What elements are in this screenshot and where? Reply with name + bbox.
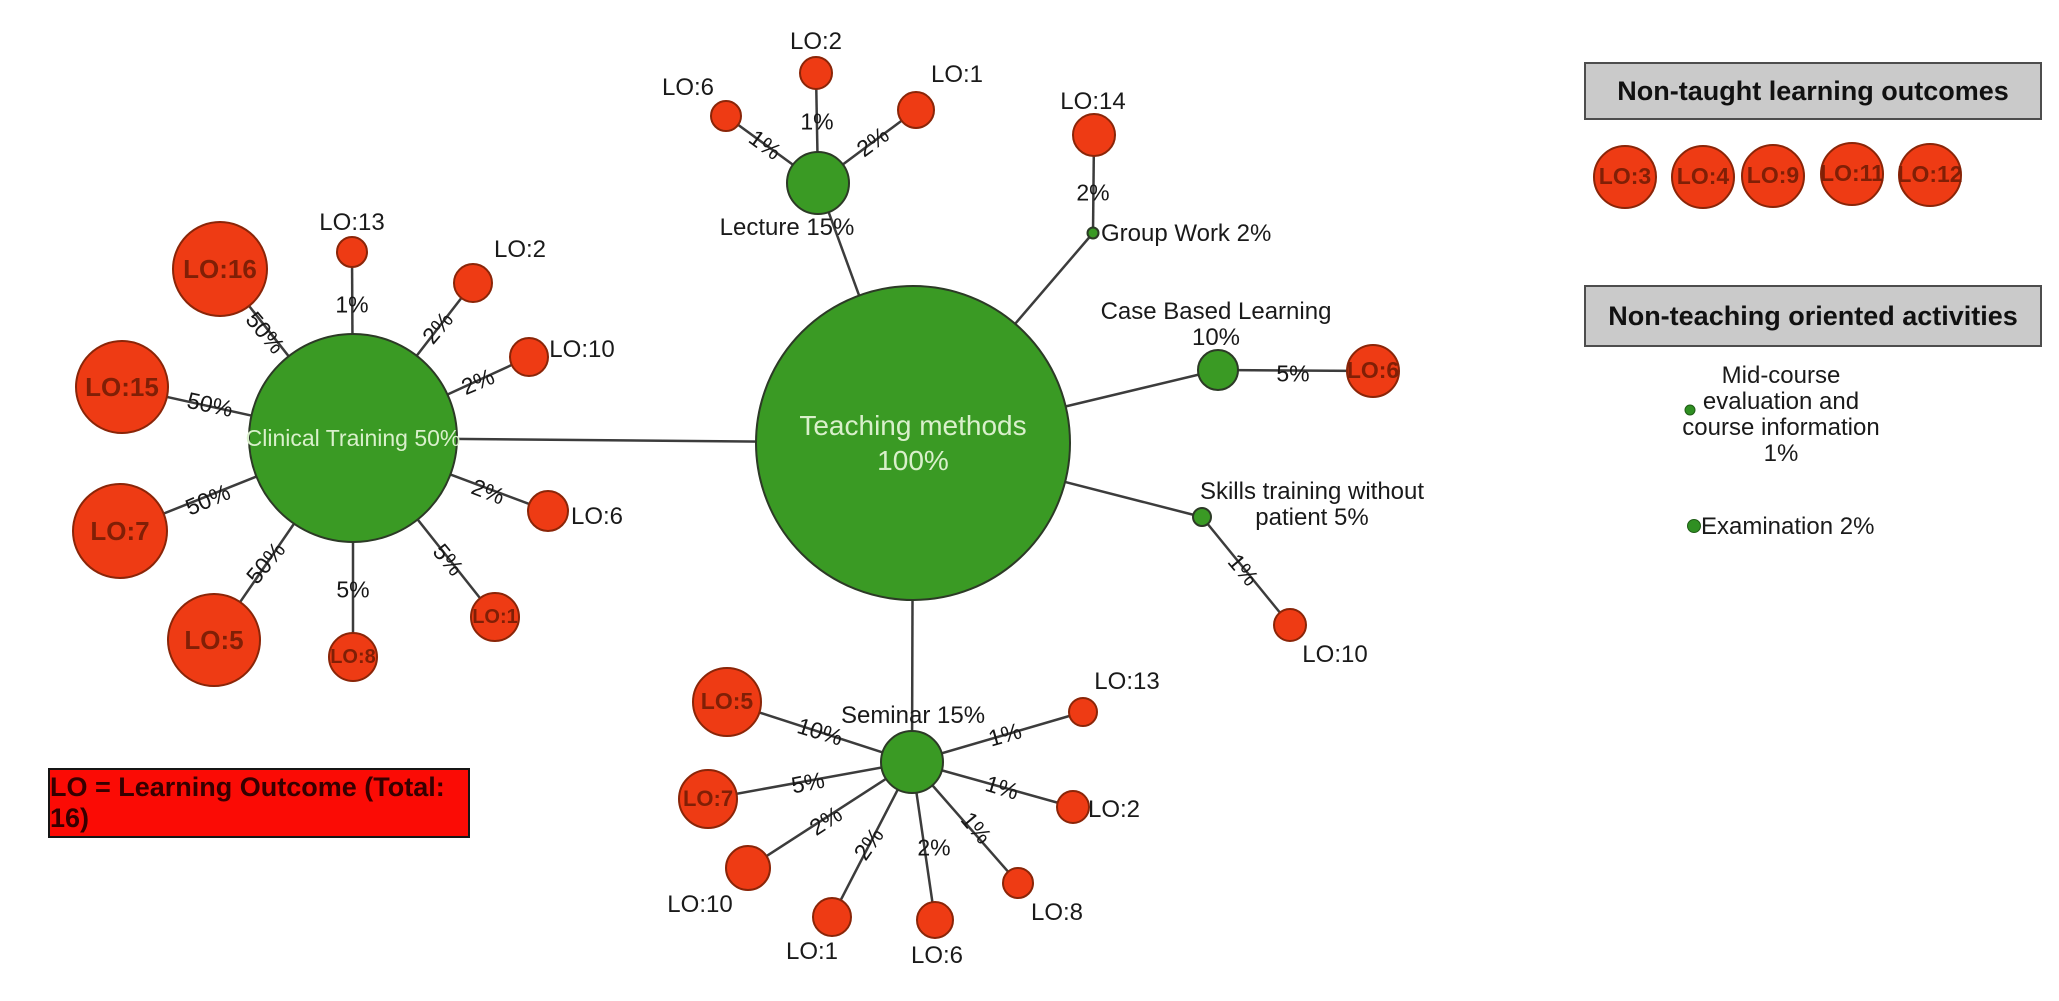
edge-clinical-lo13-pct: 1%	[335, 291, 369, 318]
midcourse-dot	[1684, 404, 1696, 416]
node-clinical-lo7: LO:7	[72, 483, 168, 579]
node-nontaught-lo4: LO:4	[1671, 145, 1735, 209]
node-clinical-lo1: LO:1	[470, 592, 520, 642]
node-clinical-lo10	[509, 337, 549, 377]
node-groupwork-lo14-label: LO:14	[1060, 88, 1126, 115]
node-seminar-lo10-label: LO:10	[667, 891, 733, 918]
examination-label: Examination 2%	[1701, 513, 1875, 540]
node-seminar-label: Seminar 15%	[840, 702, 986, 729]
node-clinical-lo1-label: LO:1	[472, 606, 518, 628]
examination-dot	[1687, 519, 1701, 533]
node-clinical-lo16: LO:16	[172, 221, 268, 317]
node-clinical-lo6-label: LO:6	[570, 503, 624, 530]
node-lecture-label: Lecture 15%	[719, 214, 855, 241]
node-case-based-learning	[1197, 349, 1239, 391]
node-clinical-lo6	[527, 490, 569, 532]
node-cbl-lo6: LO:6	[1346, 344, 1400, 398]
node-clinical-lo5-label: LO:5	[184, 624, 244, 655]
node-nontaught-lo3: LO:3	[1593, 145, 1657, 209]
node-case-based-learning-label: Case Based Learning 10%	[1100, 298, 1332, 351]
edge-groupwork-lo14-pct: 2%	[1076, 179, 1110, 206]
node-skills-lo10-label: LO:10	[1302, 641, 1368, 668]
non-teaching-header: Non-teaching oriented activities	[1584, 285, 2042, 347]
non-taught-header: Non-taught learning outcomes	[1584, 62, 2042, 120]
node-clinical-lo7-label: LO:7	[90, 515, 150, 546]
node-lecture-lo2-label: LO:2	[789, 28, 843, 55]
node-seminar-lo5-label: LO:5	[700, 688, 754, 715]
node-lecture	[786, 151, 850, 215]
node-seminar-lo10	[725, 845, 771, 891]
node-clinical-lo10-label: LO:10	[549, 336, 615, 363]
node-clinical-lo16-label: LO:16	[183, 253, 257, 284]
edge-lecture-lo2-pct: 1%	[800, 108, 834, 135]
node-seminar-lo7-label: LO:7	[682, 785, 734, 811]
node-seminar-lo8-label: LO:8	[1030, 899, 1084, 926]
node-skills-training	[1192, 507, 1212, 527]
node-clinical-training-label: Clinical Training 50%	[245, 424, 461, 451]
node-seminar-lo8	[1002, 867, 1034, 899]
node-seminar-lo13	[1068, 697, 1098, 727]
node-clinical-lo8: LO:8	[328, 632, 378, 682]
node-clinical-lo15: LO:15	[75, 340, 169, 434]
node-clinical-lo8-label: LO:8	[330, 646, 376, 668]
node-teaching-methods: Teaching methods 100%	[755, 285, 1071, 601]
node-seminar-lo6-label: LO:6	[910, 942, 964, 969]
node-lecture-lo6-label: LO:6	[661, 74, 715, 101]
teaching-methods-label: Teaching methods	[799, 410, 1027, 441]
node-seminar-lo13-label: LO:13	[1094, 668, 1160, 695]
node-nontaught-lo12: LO:12	[1897, 143, 1963, 207]
node-seminar-lo2	[1056, 790, 1090, 824]
node-seminar-lo2-label: LO:2	[1087, 796, 1141, 823]
node-clinical-lo15-label: LO:15	[85, 371, 159, 402]
node-seminar-lo1	[812, 897, 852, 937]
node-lecture-lo6	[710, 100, 742, 132]
node-cbl-lo6-label: LO:6	[1346, 357, 1400, 384]
non-teaching-title: Non-teaching oriented activities	[1608, 300, 2018, 331]
node-lecture-lo1-label: LO:1	[930, 61, 984, 88]
node-skills-training-label: Skills training without patient 5%	[1199, 478, 1425, 531]
node-seminar-lo7: LO:7	[678, 769, 738, 829]
node-groupwork-lo14	[1072, 113, 1116, 157]
midcourse-label: Mid-course evaluation and course informa…	[1682, 362, 1880, 467]
node-nontaught-lo11: LO:11	[1820, 142, 1884, 206]
legend-box: LO = Learning Outcome (Total: 16)	[48, 768, 470, 838]
node-clinical-lo13-label: LO:13	[319, 209, 385, 236]
node-seminar-lo1-label: LO:1	[785, 938, 839, 965]
node-skills-lo10	[1273, 608, 1307, 642]
node-seminar	[880, 730, 944, 794]
edge-clinical-lo8-pct: 5%	[336, 576, 370, 603]
node-seminar-lo6	[916, 901, 954, 939]
node-nontaught-lo9: LO:9	[1741, 144, 1805, 208]
node-clinical-lo2-label: LO:2	[493, 236, 547, 263]
edge-cbl-lo6-pct: 5%	[1276, 360, 1310, 387]
node-lecture-lo2	[799, 56, 833, 90]
node-group-work	[1086, 226, 1100, 240]
legend-text: LO = Learning Outcome (Total: 16)	[50, 772, 445, 833]
node-lecture-lo1	[897, 91, 935, 129]
non-taught-title: Non-taught learning outcomes	[1617, 75, 2009, 106]
node-clinical-lo2	[453, 263, 493, 303]
node-group-work-label: Group Work 2%	[1101, 220, 1272, 247]
node-clinical-lo13	[336, 236, 368, 268]
edge-seminar-lo6-pct: 2%	[917, 834, 951, 861]
teaching-methods-pct: 100%	[877, 445, 949, 476]
node-clinical-lo5: LO:5	[167, 593, 261, 687]
node-seminar-lo5: LO:5	[692, 667, 762, 737]
node-clinical-training: Clinical Training 50%	[245, 333, 461, 543]
